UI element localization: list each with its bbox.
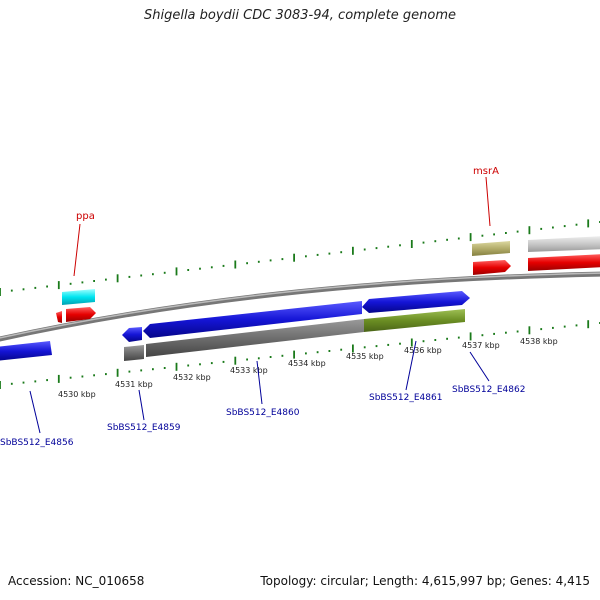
scale-tick-label: 4537 kbp [462,341,500,350]
gene-label-e4860[interactable]: SbBS512_E4860 [226,408,300,418]
e4861-leader-line [405,340,417,391]
accession-text: Accession: NC_010658 [8,574,145,588]
upper-tick-row [0,219,600,296]
bottom-labels: SbBS512_E4856 SbBS512_E4859 SbBS512_E486… [0,340,525,448]
scale-tick-label: 4531 kbp [115,380,153,389]
gene-label-msra[interactable]: msrA [473,166,499,177]
scale-tick-label: 4530 kbp [58,390,96,399]
gray-feature-right[interactable] [528,236,600,252]
e4862-leader-line [469,351,490,382]
msra-olive-feature[interactable] [472,241,510,256]
msra-red-gene[interactable] [473,260,511,275]
msra-leader-line [485,176,491,227]
ppa-red-gene[interactable] [66,307,96,322]
ppa-red-arrow-small[interactable] [56,311,62,323]
e4859-leader-line [138,389,145,421]
cds-blue-small[interactable] [122,327,142,342]
scale-tick-label: 4533 kbp [230,366,268,375]
scale-tick-label: 4532 kbp [173,373,211,382]
e4856-leader-line [29,390,41,434]
e4860-leader-line [256,360,263,405]
cds-blue-right[interactable] [362,291,470,313]
gene-label-e4861[interactable]: SbBS512_E4861 [369,393,442,403]
map-title: Shigella boydii CDC 3083-94, complete ge… [143,8,457,23]
genome-summary-text: Topology: circular; Length: 4,615,997 bp… [260,574,590,588]
gene-green[interactable] [364,309,465,332]
genome-backbone [0,271,600,342]
reverse-features [0,291,470,361]
scale-labels: 4530 kbp 4531 kbp 4532 kbp 4533 kbp 4534… [58,337,558,399]
gene-darkgray-long[interactable] [146,319,364,357]
scale-tick-label: 4535 kbp [346,352,384,361]
gene-label-e4859[interactable]: SbBS512_E4859 [107,423,181,433]
gene-darkgray-small[interactable] [124,345,144,361]
gene-label-e4856[interactable]: SbBS512_E4856 [0,438,74,448]
scale-tick-label: 4534 kbp [288,359,326,368]
red-gene-right[interactable] [528,254,600,271]
cds-blue-left[interactable] [0,341,52,361]
scale-tick-label: 4538 kbp [520,337,558,346]
ppa-cyan-feature[interactable] [62,289,95,305]
ppa-leader-line [73,223,81,277]
lower-tick-row [0,320,600,389]
top-labels: ppa msrA [73,166,499,277]
gene-label-e4862[interactable]: SbBS512_E4862 [452,385,525,395]
scale-tick-label: 4536 kbp [404,346,442,355]
forward-features [56,236,600,323]
genome-backbone-highlight [0,272,600,339]
gene-label-ppa[interactable]: ppa [76,211,95,222]
cds-blue-long[interactable] [143,301,362,338]
